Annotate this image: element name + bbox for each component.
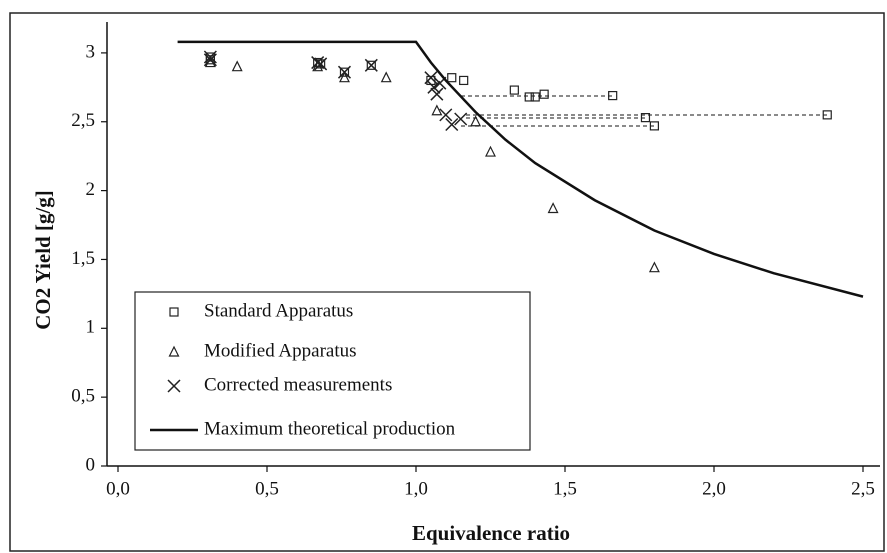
point <box>431 104 443 116</box>
legend-marker <box>168 345 180 357</box>
point <box>380 71 392 83</box>
point <box>524 92 534 102</box>
point <box>648 261 660 273</box>
point <box>459 75 469 86</box>
point <box>509 85 519 95</box>
legend-marker <box>169 307 179 317</box>
point <box>203 50 217 64</box>
x-tick-label: 0,0 <box>106 478 130 499</box>
y-tick-label: 0 <box>86 454 96 475</box>
point <box>822 110 832 120</box>
x-tick-label: 1,0 <box>404 478 428 499</box>
point <box>339 67 350 77</box>
y-tick-label: 3 <box>86 41 96 62</box>
point <box>203 53 217 67</box>
x-axis-title: Equivalence ratio <box>412 521 570 545</box>
legend-label: Maximum theoretical production <box>204 418 456 439</box>
y-tick-label: 0,5 <box>71 386 95 407</box>
x-tick-label: 2,5 <box>851 478 875 499</box>
point <box>339 71 350 83</box>
y-tick-label: 2 <box>86 179 96 200</box>
point <box>439 108 453 122</box>
point <box>427 80 441 94</box>
point <box>470 115 482 127</box>
point <box>314 57 328 71</box>
point <box>312 60 324 72</box>
point <box>430 87 444 101</box>
point <box>366 60 376 70</box>
legend-label: Standard Apparatus <box>204 300 353 321</box>
point <box>205 55 215 65</box>
y-axis-title: CO2 Yield [g/g] <box>31 190 55 330</box>
line <box>177 40 864 298</box>
point <box>424 71 438 85</box>
y-tick-label: 2,5 <box>71 110 95 131</box>
point <box>530 92 540 102</box>
point <box>454 112 468 126</box>
point <box>447 73 457 83</box>
legend-label: Modified Apparatus <box>204 340 357 361</box>
x-tick-label: 2,0 <box>702 478 726 499</box>
point <box>311 56 325 70</box>
point <box>231 60 243 72</box>
point <box>649 121 660 131</box>
point <box>539 89 549 99</box>
x-tick-label: 0,5 <box>255 478 279 499</box>
point <box>640 113 651 123</box>
y-tick-label: 1,5 <box>71 248 95 269</box>
y-tick-label: 1 <box>86 317 96 338</box>
frame <box>9 12 885 552</box>
point <box>364 58 378 72</box>
point <box>485 145 496 157</box>
legend-label: Corrected measurements <box>204 374 392 395</box>
legend-box <box>134 291 531 451</box>
point <box>445 117 459 132</box>
point <box>608 90 618 101</box>
point <box>547 202 559 214</box>
point <box>337 65 352 79</box>
legend-marker <box>167 379 181 393</box>
x-tick-label: 1,5 <box>553 478 577 499</box>
